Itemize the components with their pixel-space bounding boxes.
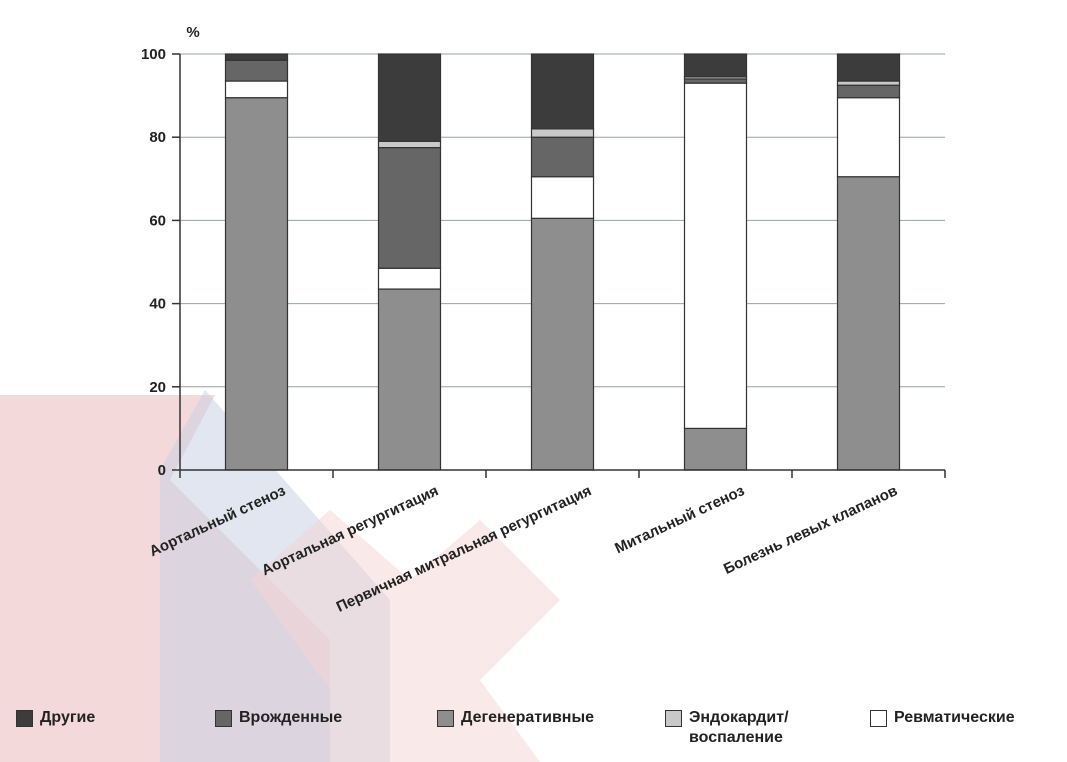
bar-stack <box>377 53 442 471</box>
bar-segment <box>224 53 289 61</box>
bar-segment <box>530 128 595 138</box>
bar-segment <box>836 80 901 86</box>
y-tick-label: 40 <box>149 296 166 313</box>
legend-label: Ревматические <box>894 709 1015 726</box>
legend: Другие Врожденные Дегенеративные Эндокардит… <box>0 708 1067 758</box>
legend-item: Эндокардит/ воспаление <box>665 708 789 748</box>
bar-segment <box>224 59 289 82</box>
watermark-cross-shape <box>250 510 560 762</box>
bar-segment <box>530 136 595 178</box>
bar-segment <box>377 147 442 269</box>
bar-segment <box>530 217 595 471</box>
bar-segment <box>683 427 748 471</box>
legend-label: Другие <box>40 709 96 726</box>
legend-swatch <box>215 710 232 727</box>
legend-swatch <box>437 710 454 727</box>
legend-swatch <box>870 710 887 727</box>
legend-item: Другие <box>16 708 95 728</box>
y-unit-label: % <box>186 24 199 41</box>
bar-segment <box>836 176 901 471</box>
bar-segment <box>530 176 595 219</box>
x-category-label: Первичная митральная регургитация <box>334 482 594 615</box>
bar-segment <box>683 53 748 78</box>
legend-item: Врожденные <box>215 708 342 728</box>
bar-stack <box>836 53 901 471</box>
legend-label: Врожденные <box>239 709 343 726</box>
bar-segment <box>530 53 595 130</box>
legend-item: Дегенеративные <box>437 708 594 728</box>
bar-segment <box>224 80 289 99</box>
y-tick-label: 20 <box>149 379 166 396</box>
bar-segment <box>377 140 442 149</box>
legend-item: Ревматические <box>870 708 1015 728</box>
bar-stack <box>530 53 595 471</box>
bar-segment <box>836 97 901 178</box>
bar-stack <box>224 53 289 471</box>
bar-segment <box>683 82 748 430</box>
bar-segment <box>683 78 748 84</box>
bar-segment <box>377 288 442 471</box>
bars <box>224 53 901 471</box>
legend-swatch <box>665 710 682 727</box>
bar-segment <box>377 53 442 142</box>
y-tick-label: 100 <box>141 46 166 63</box>
legend-label: Эндокардит/ воспаление <box>689 709 789 746</box>
bar-segment <box>836 84 901 99</box>
y-tick-label: 80 <box>149 129 166 146</box>
x-category-label: Аортальный стеноз <box>147 482 288 560</box>
bar-segment <box>836 53 901 82</box>
bar-segment <box>224 97 289 471</box>
legend-label: Дегенеративные <box>461 709 595 726</box>
bar-segment <box>377 267 442 290</box>
y-tick-label: 60 <box>149 212 166 229</box>
y-tick-label: 0 <box>158 462 166 479</box>
legend-swatch <box>16 710 33 727</box>
bar-stack <box>683 53 748 471</box>
x-category-label: Болезнь левых клапанов <box>721 482 900 578</box>
x-category-label: Митальный стеноз <box>612 482 747 557</box>
